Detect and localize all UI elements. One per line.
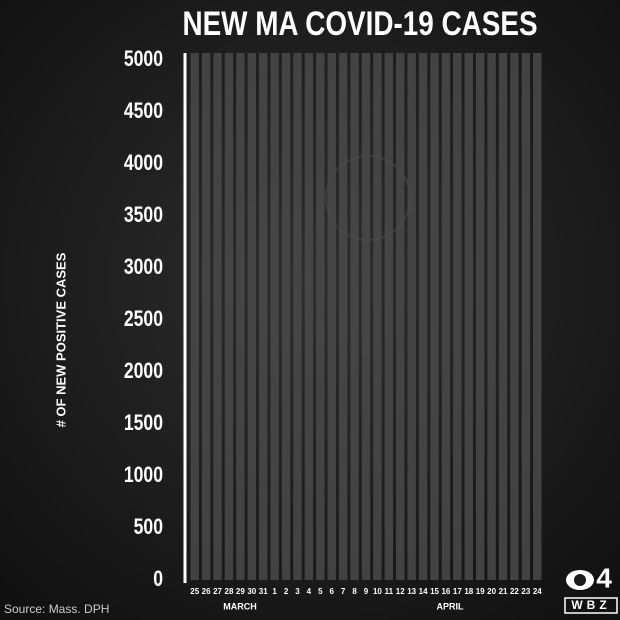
column-band xyxy=(338,53,348,580)
column-band xyxy=(418,53,428,580)
column-band xyxy=(407,53,416,580)
x-tick-label: 14 xyxy=(419,587,428,596)
column-band xyxy=(259,53,268,580)
x-tick-label: 10 xyxy=(373,587,382,596)
logo: 4 WBZ xyxy=(564,562,618,614)
logo-pupil xyxy=(574,574,586,586)
x-tick-label: 3 xyxy=(295,587,300,596)
y-tick-label: 3000 xyxy=(124,255,163,279)
y-tick-label: 5000 xyxy=(124,47,163,71)
x-tick-label: 11 xyxy=(385,587,394,596)
column-band xyxy=(350,53,359,580)
x-tick-label: 19 xyxy=(476,587,485,596)
y-tick-label: 4500 xyxy=(124,99,163,123)
x-tick-label: 6 xyxy=(330,587,335,596)
x-tick-label: 7 xyxy=(341,587,346,596)
column-band xyxy=(533,53,542,580)
column-band xyxy=(224,53,234,580)
column-band xyxy=(327,53,336,580)
logo-call-sign: WBZ xyxy=(571,598,610,612)
column-band xyxy=(236,53,245,580)
column-band xyxy=(430,53,439,580)
column-band xyxy=(213,53,222,580)
x-tick-label: 25 xyxy=(190,587,199,596)
column-band xyxy=(304,53,314,580)
x-tick-label: 13 xyxy=(407,587,416,596)
y-tick-label: 1500 xyxy=(124,411,163,435)
source-note: Source: Mass. DPH xyxy=(4,602,109,616)
x-tick-label: 2 xyxy=(284,587,289,596)
x-tick-label: 26 xyxy=(202,587,211,596)
column-band xyxy=(190,53,199,580)
logo-number: 4 xyxy=(596,562,612,593)
x-tick-label: 31 xyxy=(259,587,268,596)
x-tick-label: 18 xyxy=(464,587,473,596)
column-band xyxy=(270,53,279,580)
column-band xyxy=(487,53,496,580)
column-band xyxy=(316,53,325,580)
column-band xyxy=(384,53,394,580)
y-tick-label: 4000 xyxy=(124,151,163,175)
column-band xyxy=(201,53,211,580)
column-band xyxy=(521,53,531,580)
column-band xyxy=(498,53,508,580)
x-tick-label: 1 xyxy=(272,587,277,596)
x-tick-label: 17 xyxy=(453,587,462,596)
column-band xyxy=(510,53,519,580)
x-tick-label: 27 xyxy=(213,587,222,596)
x-tick-label: 29 xyxy=(236,587,245,596)
chart-title: NEW MA COVID-19 CASES xyxy=(182,4,537,42)
x-tick-label: 24 xyxy=(533,587,542,596)
y-tick-label: 3500 xyxy=(124,203,163,227)
column-band xyxy=(475,53,485,580)
logo-box xyxy=(564,597,618,614)
x-tick-label: 30 xyxy=(247,587,256,596)
x-tick-label: 22 xyxy=(510,587,519,596)
column-band xyxy=(293,53,302,580)
y-tick-label: 2500 xyxy=(124,307,163,331)
y-axis-label: # OF NEW POSITIVE CASES xyxy=(53,252,68,427)
x-tick-label: 16 xyxy=(441,587,450,596)
x-tick-label: 15 xyxy=(430,587,439,596)
x-tick-label: 28 xyxy=(225,587,234,596)
column-band xyxy=(441,53,451,580)
x-tick-label: 20 xyxy=(487,587,496,596)
y-tick-label: 1000 xyxy=(124,463,163,487)
column-band xyxy=(373,53,382,580)
x-tick-label: 12 xyxy=(396,587,405,596)
month-label: MARCH xyxy=(223,601,257,611)
x-tick-label: 21 xyxy=(499,587,508,596)
column-band xyxy=(396,53,405,580)
month-label: APRIL xyxy=(437,601,465,611)
column-band xyxy=(464,53,473,580)
x-tick-label: 8 xyxy=(352,587,357,596)
column-band xyxy=(247,53,257,580)
x-tick-label: 23 xyxy=(521,587,530,596)
column-band xyxy=(453,53,462,580)
x-tick-label: 5 xyxy=(318,587,323,596)
column-band xyxy=(281,53,291,580)
y-tick-label: 2000 xyxy=(124,359,163,383)
y-tick-label: 0 xyxy=(153,567,163,591)
y-tick-label: 500 xyxy=(134,515,163,539)
column-bands xyxy=(190,53,542,580)
column-band xyxy=(361,53,371,580)
x-tick-label: 4 xyxy=(307,587,312,596)
x-tick-label: 9 xyxy=(364,587,369,596)
